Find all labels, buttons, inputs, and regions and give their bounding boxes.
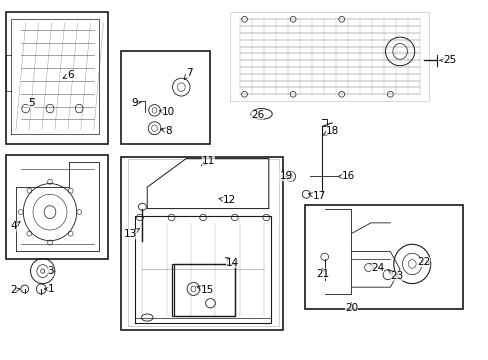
Text: 6: 6 — [63, 69, 74, 80]
Text: 2: 2 — [10, 285, 20, 295]
Text: 1: 1 — [44, 284, 54, 294]
Text: 21: 21 — [316, 268, 329, 279]
Text: 22: 22 — [416, 257, 429, 267]
Text: 10: 10 — [159, 107, 175, 117]
Text: 12: 12 — [219, 195, 235, 205]
Text: 11: 11 — [201, 156, 215, 166]
Text: 16: 16 — [338, 171, 354, 181]
Text: 15: 15 — [197, 285, 214, 295]
Text: 13: 13 — [123, 229, 139, 239]
Text: 7: 7 — [184, 68, 192, 79]
Text: 26: 26 — [250, 110, 264, 120]
Bar — [6, 12, 108, 144]
Text: 24: 24 — [370, 262, 384, 273]
Text: 17: 17 — [308, 191, 325, 201]
Text: 20: 20 — [344, 302, 357, 312]
Text: 23: 23 — [387, 270, 403, 281]
Bar — [6, 155, 108, 258]
Text: 5: 5 — [28, 98, 34, 108]
Text: 9: 9 — [131, 98, 141, 108]
Bar — [305, 205, 462, 309]
Bar — [120, 51, 210, 144]
Text: 18: 18 — [323, 126, 339, 136]
Text: 25: 25 — [439, 55, 455, 65]
Bar — [171, 264, 234, 316]
Text: 19: 19 — [279, 171, 292, 181]
Bar — [174, 264, 234, 316]
Text: 4: 4 — [10, 221, 20, 231]
Text: 8: 8 — [160, 126, 172, 136]
Text: 3: 3 — [47, 266, 54, 276]
Text: 14: 14 — [225, 257, 239, 268]
Bar — [120, 157, 283, 330]
